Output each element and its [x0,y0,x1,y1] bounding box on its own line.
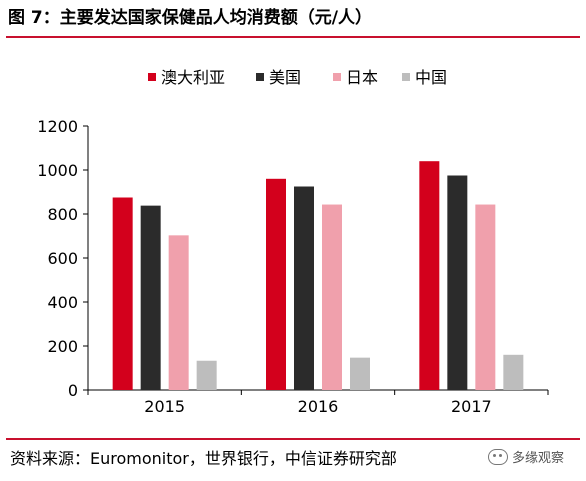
legend-label: 日本 [346,68,378,87]
bar [350,357,370,390]
legend-label: 澳大利亚 [161,68,225,87]
watermark: 多缘观察 [488,447,564,466]
x-tick-label: 2016 [298,397,339,416]
legend-swatch [148,73,156,81]
bar [266,178,286,390]
bar [322,204,342,390]
bar [196,360,217,390]
y-axis: 0 200 400 600 800 1000 1200 [37,117,89,400]
title-divider [6,36,580,38]
x-axis: 2015 2016 2017 [87,389,549,416]
y-tick-label: 200 [47,337,78,356]
y-tick-label: 800 [47,205,78,224]
legend-swatch [333,73,341,81]
x-tick-label: 2015 [144,397,185,416]
bar [475,204,496,390]
legend-swatch [256,73,264,81]
bar [503,354,524,390]
watermark-label: 多缘观察 [512,451,565,466]
y-tick-label: 1000 [37,161,78,180]
bars [112,161,524,390]
bar [112,197,133,390]
footer-divider [6,438,580,440]
legend-label: 中国 [415,68,447,87]
legend-label: 美国 [269,68,301,87]
y-tick-label: 0 [68,381,78,400]
wechat-icon [488,449,508,465]
source-note: 资料来源：Euromonitor，世界银行，中信证券研究部 [10,449,397,468]
chart-title: 图 7：主要发达国家保健品人均消费额（元/人） [8,8,372,28]
bar [140,205,161,390]
legend: 澳大利亚 美国 日本 中国 [148,68,447,87]
bar [419,161,440,390]
bar [447,175,468,390]
bar [294,186,314,390]
y-tick-label: 600 [47,249,78,268]
legend-swatch [402,73,410,81]
x-tick-label: 2017 [451,397,492,416]
y-tick-label: 400 [47,293,78,312]
y-tick-label: 1200 [37,117,78,136]
bar [168,235,189,390]
